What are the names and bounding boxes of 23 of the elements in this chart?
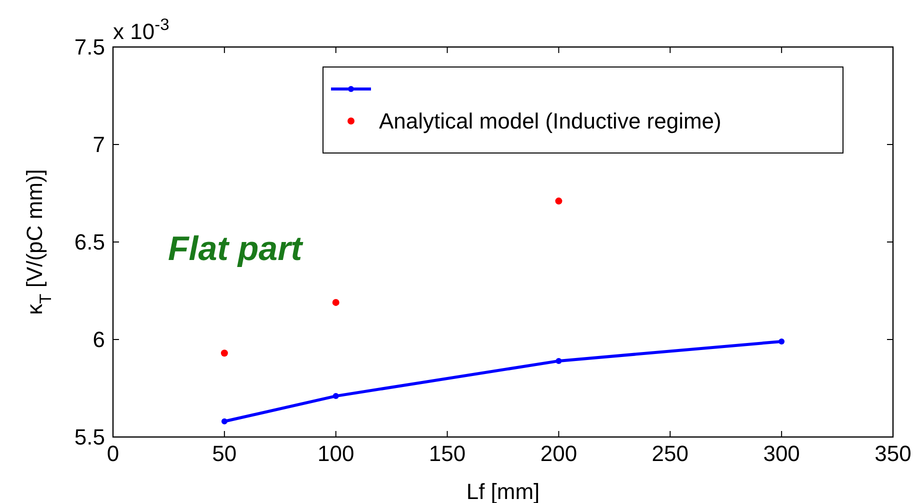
- point: [220, 350, 228, 357]
- x-tick-label: 250: [652, 441, 688, 466]
- point: [332, 298, 340, 306]
- x-tick-label: 0: [106, 441, 120, 466]
- y-tick-label: 7: [92, 132, 105, 158]
- annotation: Flat part: [168, 230, 304, 268]
- point: [778, 338, 785, 344]
- x-tick-label: 100: [318, 441, 354, 466]
- x-tick-label: 300: [763, 441, 800, 466]
- point: [332, 393, 339, 400]
- legend-label: Analytical model (Inductive regime): [379, 108, 722, 134]
- point: [221, 418, 228, 424]
- text: x 10$^{-3}$: [113, 16, 170, 44]
- y-tick-label: 6: [92, 327, 105, 352]
- x-tick-label: 200: [540, 441, 578, 466]
- x-tick-label: 150: [428, 441, 466, 466]
- x-tick-label: 350: [874, 441, 912, 466]
- y-tick-label: 7.5: [74, 34, 105, 60]
- x-tick-label: 50: [212, 441, 237, 466]
- point: [556, 358, 562, 364]
- y-tick-label: 6.5: [74, 230, 105, 255]
- point: [555, 198, 562, 205]
- y-tick-label: 5.5: [74, 424, 105, 450]
